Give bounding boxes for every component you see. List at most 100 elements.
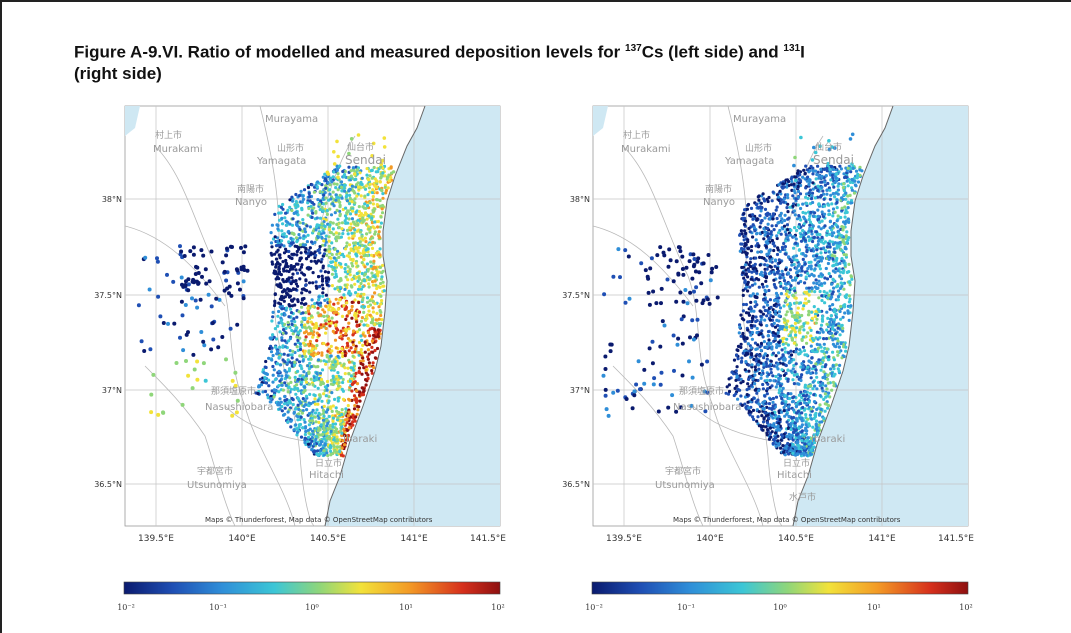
deposition-point (294, 268, 298, 272)
lon-label: 141.5°E (470, 534, 506, 544)
deposition-point (155, 259, 160, 264)
deposition-point (755, 292, 759, 296)
deposition-point (350, 217, 354, 221)
deposition-point (322, 414, 326, 418)
deposition-point (784, 313, 788, 317)
deposition-point (747, 406, 751, 410)
deposition-point (801, 210, 805, 215)
deposition-point (296, 377, 300, 381)
deposition-point (810, 349, 814, 353)
deposition-point (339, 329, 343, 333)
deposition-point (283, 402, 287, 406)
deposition-point (777, 351, 781, 355)
deposition-point (760, 230, 765, 234)
deposition-point (309, 314, 313, 318)
deposition-point (776, 331, 780, 335)
deposition-point (325, 379, 330, 384)
deposition-point (290, 356, 294, 360)
deposition-point (358, 213, 362, 217)
deposition-point (742, 276, 746, 280)
deposition-point (378, 225, 382, 229)
deposition-point (337, 410, 341, 415)
deposition-point (294, 192, 298, 197)
deposition-point (340, 408, 344, 412)
deposition-point (193, 298, 198, 303)
deposition-point (349, 174, 353, 178)
deposition-point (329, 260, 333, 264)
deposition-point (264, 381, 269, 385)
deposition-point (808, 220, 812, 224)
deposition-point (224, 253, 229, 258)
deposition-point (779, 284, 783, 288)
deposition-point (833, 195, 837, 199)
deposition-point (375, 311, 379, 315)
deposition-point (310, 201, 314, 205)
deposition-point (348, 360, 352, 364)
deposition-point (347, 289, 351, 293)
deposition-point (305, 377, 309, 381)
deposition-point (358, 390, 362, 394)
deposition-point (361, 216, 365, 220)
deposition-point (780, 410, 784, 414)
deposition-point (373, 220, 377, 224)
deposition-point (335, 450, 339, 454)
deposition-point (835, 198, 839, 202)
deposition-point (272, 388, 276, 392)
deposition-point (821, 314, 825, 319)
deposition-point (337, 199, 341, 203)
deposition-point (327, 244, 331, 248)
deposition-point (754, 368, 758, 372)
deposition-point (330, 360, 334, 364)
deposition-point (274, 337, 279, 341)
deposition-point (792, 258, 796, 262)
deposition-point (355, 194, 359, 198)
deposition-point (293, 407, 298, 411)
deposition-point (321, 277, 325, 281)
deposition-point (775, 216, 779, 221)
deposition-point (196, 281, 201, 285)
deposition-point (278, 256, 282, 260)
deposition-point (356, 249, 360, 253)
deposition-point (258, 377, 262, 381)
deposition-point (330, 284, 334, 288)
deposition-point (281, 388, 285, 392)
deposition-point (392, 170, 396, 174)
deposition-point (773, 258, 778, 262)
deposition-point (288, 205, 292, 209)
deposition-point (290, 299, 294, 303)
deposition-point (301, 409, 305, 413)
deposition-point (335, 164, 339, 168)
deposition-point (834, 267, 838, 271)
deposition-point (327, 395, 331, 399)
deposition-point (339, 180, 344, 184)
deposition-point (765, 324, 769, 328)
deposition-point (367, 214, 371, 218)
deposition-point (324, 186, 328, 190)
deposition-point (334, 193, 338, 197)
map-attribution: Maps © Thunderforest, Map data © OpenStr… (205, 516, 433, 524)
deposition-point (772, 278, 776, 282)
deposition-point (333, 422, 338, 426)
deposition-point (280, 336, 284, 340)
deposition-point (845, 179, 849, 183)
deposition-point (282, 280, 286, 284)
deposition-point (342, 184, 346, 188)
deposition-point (324, 362, 328, 366)
deposition-point (384, 191, 388, 195)
deposition-point (321, 264, 325, 268)
deposition-point (858, 173, 862, 177)
deposition-point (297, 397, 301, 401)
deposition-point (281, 260, 285, 264)
deposition-point (330, 241, 334, 245)
deposition-point (366, 225, 371, 229)
deposition-point (363, 265, 367, 269)
deposition-point (310, 240, 314, 244)
deposition-point (803, 397, 807, 402)
deposition-point (220, 335, 225, 339)
title-line2: (right side) (74, 63, 162, 83)
deposition-point (781, 386, 785, 390)
deposition-point (793, 278, 797, 282)
deposition-point (826, 255, 830, 259)
deposition-point (823, 392, 827, 396)
deposition-point (807, 217, 811, 222)
